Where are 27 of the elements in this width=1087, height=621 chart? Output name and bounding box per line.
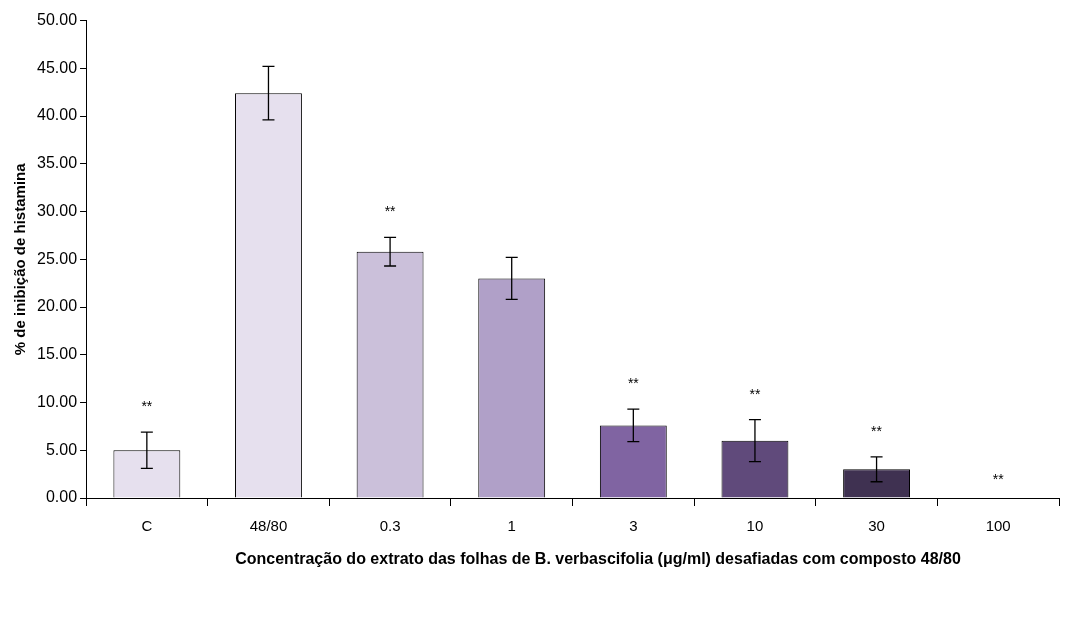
x-tick-label: 0.3 — [379, 517, 401, 535]
y-tick-label: 25.00 — [36, 249, 78, 267]
x-tick-label: 3 — [629, 517, 638, 535]
x-tick-label: 100 — [985, 517, 1011, 535]
y-tick-label: 35.00 — [36, 154, 78, 172]
y-tick-label: 30.00 — [36, 201, 78, 219]
annotation: ** — [141, 397, 153, 414]
annotation: ** — [871, 422, 883, 439]
x-tick-label: C — [141, 517, 153, 535]
annotation: ** — [627, 375, 640, 392]
annotation: ** — [992, 470, 1005, 487]
x-tick-label: 1 — [507, 517, 516, 535]
y-tick-label: 5.00 — [45, 440, 78, 458]
y-axis-title: % de inibição de histamina — [11, 162, 29, 356]
x-axis-title: Concentração do extrato das folhas de B. verbascifolia (μg/ml) desafiadas com composto 48/80 — [234, 549, 962, 569]
y-tick-label: 45.00 — [36, 58, 78, 76]
y-tick-label: 40.00 — [36, 106, 78, 124]
y-tick-label: 50.00 — [36, 11, 78, 29]
x-tick-label: 30 — [868, 517, 885, 535]
y-tick-label: 15.00 — [36, 345, 78, 363]
y-tick-label: 10.00 — [36, 392, 78, 410]
annotation: ** — [749, 385, 761, 402]
x-tick-label: 48/80 — [249, 517, 288, 535]
y-tick-label: 20.00 — [36, 297, 78, 315]
annotation: ** — [384, 203, 397, 220]
y-tick-label: 0.00 — [45, 488, 78, 506]
x-tick-label: 10 — [746, 517, 764, 535]
